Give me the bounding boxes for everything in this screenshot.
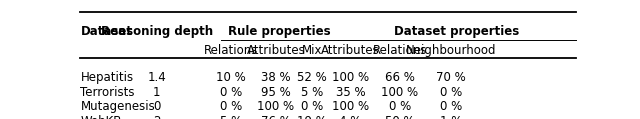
Text: Dataset: Dataset [81, 25, 132, 38]
Text: 0 %: 0 % [220, 86, 243, 99]
Text: Relations: Relations [372, 44, 427, 57]
Text: 0 %: 0 % [388, 100, 411, 113]
Text: Attributes: Attributes [321, 44, 380, 57]
Text: 19 %: 19 % [297, 115, 327, 119]
Text: 95 %: 95 % [261, 86, 291, 99]
Text: 0 %: 0 % [301, 100, 323, 113]
Text: Mutagenesis: Mutagenesis [81, 100, 156, 113]
Text: 50 %: 50 % [385, 115, 415, 119]
Text: Reasoning depth: Reasoning depth [101, 25, 213, 38]
Text: Terrorists: Terrorists [81, 86, 135, 99]
Text: 1.4: 1.4 [147, 71, 166, 84]
Text: 5 %: 5 % [301, 86, 323, 99]
Text: 38 %: 38 % [261, 71, 291, 84]
Text: Rule properties: Rule properties [228, 25, 331, 38]
Text: Dataset properties: Dataset properties [394, 25, 520, 38]
Text: 1 %: 1 % [440, 115, 462, 119]
Text: WebKB: WebKB [81, 115, 122, 119]
Text: Attributes: Attributes [246, 44, 305, 57]
Text: 10 %: 10 % [216, 71, 246, 84]
Text: Mix: Mix [302, 44, 323, 57]
Text: 52 %: 52 % [297, 71, 327, 84]
Text: 100 %: 100 % [332, 100, 369, 113]
Text: 0 %: 0 % [220, 100, 243, 113]
Text: 35 %: 35 % [335, 86, 365, 99]
Text: Neighbourhood: Neighbourhood [406, 44, 496, 57]
Text: 76 %: 76 % [261, 115, 291, 119]
Text: 2: 2 [153, 115, 161, 119]
Text: 70 %: 70 % [436, 71, 466, 84]
Text: 1: 1 [153, 86, 161, 99]
Text: 100 %: 100 % [332, 71, 369, 84]
Text: 0 %: 0 % [440, 86, 462, 99]
Text: 4 %: 4 % [339, 115, 362, 119]
Text: 100 %: 100 % [381, 86, 419, 99]
Text: 66 %: 66 % [385, 71, 415, 84]
Text: 100 %: 100 % [257, 100, 294, 113]
Text: 0: 0 [153, 100, 161, 113]
Text: 5 %: 5 % [220, 115, 243, 119]
Text: Hepatitis: Hepatitis [81, 71, 134, 84]
Text: Relations: Relations [204, 44, 259, 57]
Text: 0 %: 0 % [440, 100, 462, 113]
